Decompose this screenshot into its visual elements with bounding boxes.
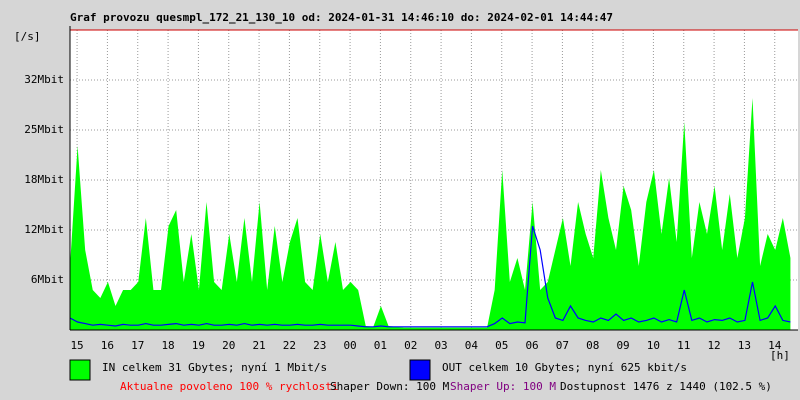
x-tick-label: 20 — [222, 339, 235, 352]
x-tick-label: 11 — [677, 339, 690, 352]
legend-swatch — [69, 359, 91, 381]
legend-swatch — [409, 359, 431, 381]
x-tick-label: 10 — [647, 339, 660, 352]
y-tick-label: 25Mbit — [24, 123, 64, 136]
footer-text: Shaper Up: 100 M — [450, 380, 556, 393]
y-tick-label: 32Mbit — [24, 73, 64, 86]
footer-text: Aktualne povoleno 100 % rychlosti — [120, 380, 339, 393]
x-unit: [h] — [770, 349, 790, 362]
legend-label: OUT celkem 10 Gbytes; nyní 625 kbit/s — [442, 361, 687, 374]
x-tick-label: 16 — [101, 339, 114, 352]
in-area — [70, 98, 791, 330]
x-tick-label: 06 — [525, 339, 538, 352]
x-tick-label: 00 — [343, 339, 356, 352]
x-tick-label: 02 — [404, 339, 417, 352]
x-tick-label: 15 — [70, 339, 83, 352]
x-tick-label: 13 — [738, 339, 751, 352]
chart-title: Graf provozu quesmpl_172_21_130_10 od: 2… — [70, 11, 613, 24]
x-tick-label: 22 — [283, 339, 296, 352]
x-tick-label: 23 — [313, 339, 326, 352]
legend-label: IN celkem 31 Gbytes; nyní 1 Mbit/s — [102, 361, 327, 374]
y-tick-label: 12Mbit — [24, 223, 64, 236]
y-tick-label: 6Mbit — [31, 273, 64, 286]
x-tick-label: 17 — [131, 339, 144, 352]
out-line — [69, 225, 791, 328]
x-tick-label: 01 — [374, 339, 387, 352]
x-tick-label: 09 — [616, 339, 629, 352]
footer-text: Shaper Down: 100 M — [330, 380, 450, 393]
x-tick-label: 19 — [192, 339, 205, 352]
y-tick-label: 18Mbit — [24, 173, 64, 186]
x-tick-label: 21 — [252, 339, 265, 352]
x-tick-label: 04 — [465, 339, 479, 352]
footer-text: Dostupnost 1476 z 1440 (102.5 %) — [560, 380, 772, 393]
x-tick-label: 12 — [707, 339, 720, 352]
x-tick-label: 05 — [495, 339, 508, 352]
x-tick-label: 18 — [161, 339, 174, 352]
y-unit: [/s] — [14, 30, 41, 43]
x-tick-label: 14 — [768, 339, 782, 352]
x-tick-label: 08 — [586, 339, 599, 352]
x-tick-label: 03 — [434, 339, 447, 352]
x-tick-label: 07 — [556, 339, 569, 352]
